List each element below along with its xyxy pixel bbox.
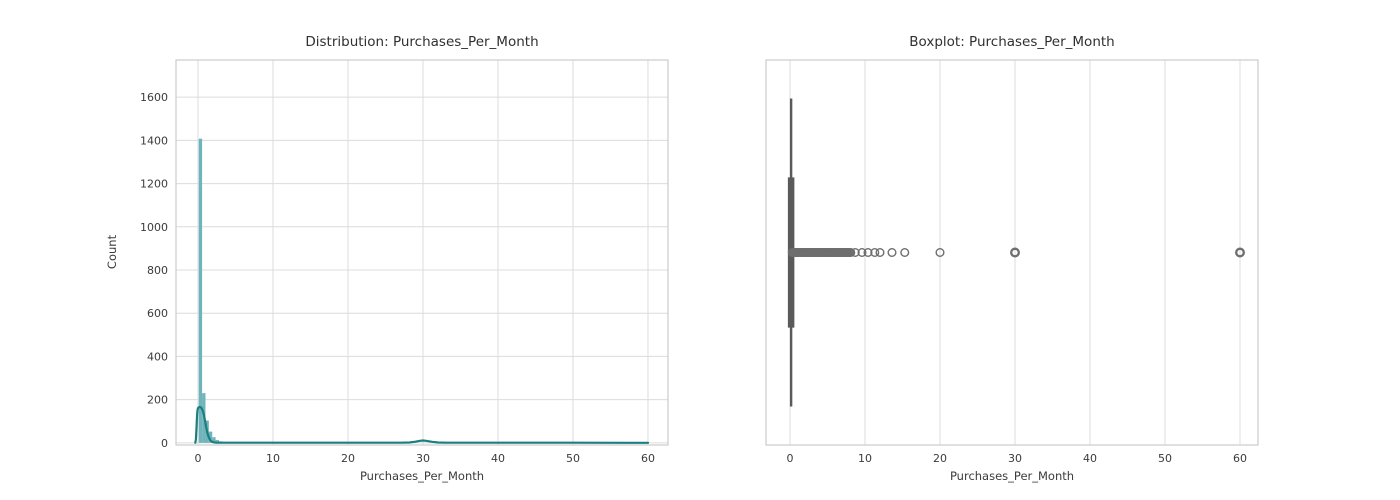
kde-line — [194, 405, 650, 444]
x-tick-label: 50 — [566, 452, 580, 465]
outlier-marker — [887, 247, 897, 257]
x-tick-label: 60 — [641, 452, 655, 465]
outlier-marker — [1235, 247, 1245, 258]
y-tick-label: 600 — [147, 307, 168, 320]
axes-border — [765, 59, 1259, 446]
outlier-marker — [850, 247, 860, 257]
x-tick-label: 30 — [416, 452, 430, 465]
y-tick-label: 800 — [147, 264, 168, 277]
histogram-bar — [198, 138, 203, 443]
outlier-marker — [875, 247, 885, 257]
x-tick-label: 20 — [933, 452, 947, 465]
outlier-marker — [1010, 247, 1020, 258]
outlier-marker — [846, 247, 856, 257]
x-tick-label: 10 — [266, 452, 280, 465]
x-tick-label: 40 — [1083, 452, 1097, 465]
y-tick-label: 1600 — [140, 91, 168, 104]
x-tick-label: 20 — [341, 452, 355, 465]
outlier-marker — [863, 247, 873, 257]
x-tick-label: 0 — [787, 452, 794, 465]
histogram-bar — [212, 437, 216, 443]
right-plot-title: Boxplot: Purchases_Per_Month — [909, 34, 1115, 50]
y-tick-label: 0 — [161, 437, 168, 450]
outlier-marker — [935, 247, 945, 257]
left-xaxis-label: Purchases_Per_Month — [359, 469, 485, 483]
x-tick-label: 50 — [1158, 452, 1172, 465]
x-tick-label: 60 — [1233, 452, 1247, 465]
left-plot-title: Distribution: Purchases_Per_Month — [305, 34, 539, 50]
y-tick-label: 1400 — [140, 134, 168, 147]
x-tick-label: 0 — [194, 452, 201, 465]
axes-border — [175, 59, 669, 446]
outlier-marker — [870, 247, 880, 257]
x-tick-label: 30 — [1008, 452, 1022, 465]
outlier-marker — [900, 247, 910, 257]
right-xaxis-label: Purchases_Per_Month — [949, 469, 1075, 483]
y-tick-label: 1000 — [140, 221, 168, 234]
x-tick-label: 40 — [491, 452, 505, 465]
histogram-bar — [215, 440, 219, 443]
y-tick-label: 200 — [147, 394, 168, 407]
y-tick-label: 1200 — [140, 178, 168, 191]
x-tick-label: 10 — [858, 452, 872, 465]
outlier-marker — [857, 247, 867, 257]
y-tick-label: 400 — [147, 350, 168, 363]
histogram-bar — [208, 431, 213, 443]
left-yaxis-label: Count — [105, 234, 119, 270]
